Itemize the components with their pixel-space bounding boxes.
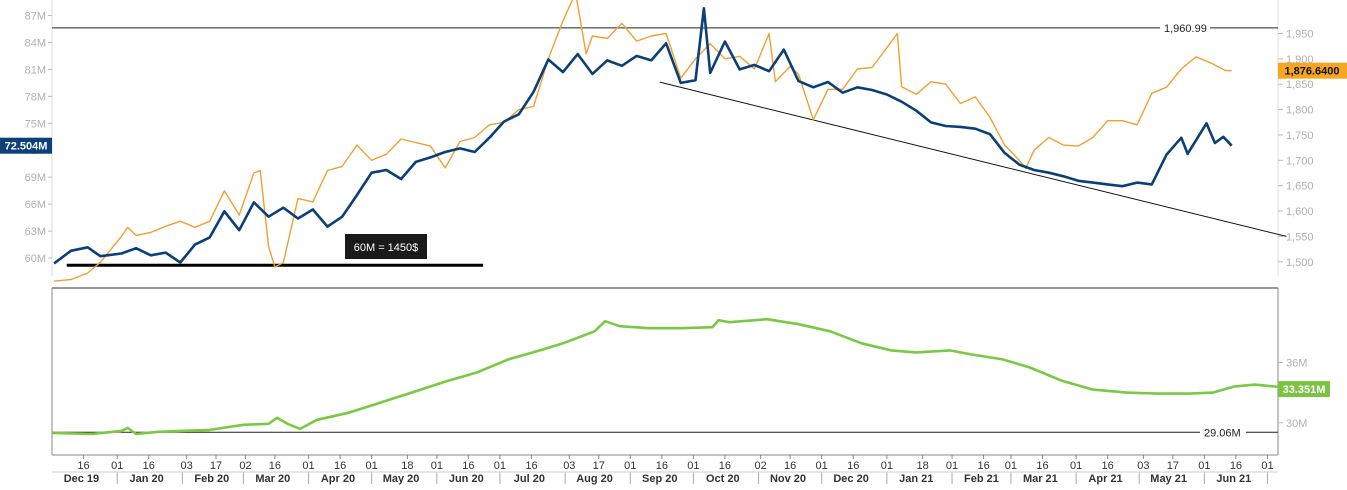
x-axis-day-label: 01 [624,460,636,472]
x-axis-day-label: 16 [1230,460,1242,472]
x-axis-day-label: 01 [111,460,123,472]
x-axis-day-label: 01 [1261,460,1273,472]
trend-line [659,81,1287,237]
right-axis-tick-label: 1,650 [1286,181,1314,193]
baseline-label: 29.06M [1204,427,1241,439]
x-axis-day-label: 18 [916,460,928,472]
x-axis-day-label: 18 [401,460,413,472]
x-axis-month-label: Jan 20 [130,473,164,485]
x-axis-day-label: 16 [719,460,731,472]
x-axis-day-label: 16 [656,460,668,472]
x-axis-month-label: Mar 21 [1023,473,1058,485]
volume-last-value-label: 72.504M [5,141,48,153]
left-axis-tick-label: 69M [25,172,46,184]
right-axis-tick-label: 1,800 [1286,105,1314,117]
x-axis-month-label: Nov 20 [770,473,806,485]
x-axis-day-label: 16 [462,460,474,472]
x-axis-day-label: 03 [180,460,192,472]
x-axis-month-label: Apr 20 [321,473,355,485]
x-axis-month-label: Mar 20 [255,473,290,485]
x-axis-day-label: 16 [1102,460,1114,472]
left-axis-tick-label: 84M [25,37,46,49]
x-axis-day-label: 02 [239,460,251,472]
x-axis-month-label: Dec 19 [64,473,99,485]
volume-last-value-tag [0,137,52,154]
left-axis-tick-label: 81M [25,64,46,76]
x-axis-month-label: Sep 20 [642,473,677,485]
x-axis-month-label: May 21 [1150,473,1187,485]
bottom-axis-tick-label: 30M [1286,418,1307,430]
x-axis-day-label: 01 [366,460,378,472]
right-axis-tick-label: 1,700 [1286,155,1314,167]
right-axis-tick-label: 1,850 [1286,79,1314,91]
annotation-box [345,234,427,259]
gold-last-value-tag [1278,62,1347,79]
resistance-label: 1,960.99 [1164,23,1207,35]
x-axis-day-label: 01 [816,460,828,472]
x-axis-month-label: Jun 21 [1216,473,1251,485]
x-axis-day-label: 16 [847,460,859,472]
x-axis-day-label: 16 [977,460,989,472]
x-axis-day-label: 16 [143,460,155,472]
x-axis-day-label: 16 [334,460,346,472]
x-axis-day-label: 03 [1137,460,1149,472]
left-axis-tick-label: 60M [25,253,46,265]
x-axis-month-label: May 20 [383,473,420,485]
right-axis-tick-label: 1,500 [1286,257,1314,269]
x-axis-day-label: 01 [687,460,699,472]
left-axis-tick-label: 78M [25,91,46,103]
right-axis-tick-label: 1,600 [1286,206,1314,218]
right-axis-tick-label: 1,750 [1286,130,1314,142]
x-axis-day-label: 17 [210,460,222,472]
x-axis-month-label: Jul 20 [514,473,545,485]
annotation-box-label: 60M = 1450$ [354,242,419,254]
x-axis-day-label: 01 [494,460,506,472]
gold-price-series-line [54,0,1232,282]
x-axis-month-label: Jan 21 [899,473,933,485]
x-axis-day-label: 01 [946,460,958,472]
x-axis-month-label: Aug 20 [576,473,613,485]
right-axis-tick-label: 1,550 [1286,231,1314,243]
x-axis-day-label: 17 [1167,460,1179,472]
left-axis-tick-label: 75M [25,118,46,130]
x-axis-day-label: 01 [1198,460,1210,472]
indicator-series-line [51,317,1287,436]
x-axis-day-label: 01 [881,460,893,472]
x-axis-day-label: 16 [525,460,537,472]
indicator-last-value-tag [1278,381,1330,398]
left-axis-tick-label: 63M [25,226,46,238]
x-axis-day-label: 17 [593,460,605,472]
x-axis-day-label: 01 [1005,460,1017,472]
bottom-axis-tick-label: 36M [1286,357,1307,369]
x-axis-day-label: 01 [1070,460,1082,472]
x-axis-month-label: Oct 20 [706,473,740,485]
x-axis-month-label: Feb 20 [194,473,229,485]
volume-series-line [53,7,1233,265]
x-axis-month-label: Jun 20 [449,473,484,485]
x-axis-day-label: 16 [1036,460,1048,472]
left-axis-tick-label: 66M [25,199,46,211]
x-axis-day-label: 01 [431,460,443,472]
x-axis-month-label: Feb 21 [964,473,999,485]
x-axis-day-label: 01 [302,460,314,472]
x-axis-day-label: 16 [269,460,281,472]
x-axis-day-label: 16 [784,460,796,472]
baseline-label-bg [1200,424,1246,440]
x-axis-month-label: Apr 21 [1088,473,1122,485]
left-axis-tick-label: 87M [25,10,46,22]
x-axis-day-label: 16 [77,460,89,472]
x-axis-month-label: Dec 20 [833,473,868,485]
x-axis-day-label: 02 [755,460,767,472]
right-axis-tick-label: 1,950 [1286,28,1314,40]
x-axis-day-label: 03 [563,460,575,472]
resistance-label-bg [1160,19,1210,35]
indicator-last-value-label: 33.351M [1283,384,1326,396]
gold-last-value-label: 1,876.6400 [1284,66,1339,78]
